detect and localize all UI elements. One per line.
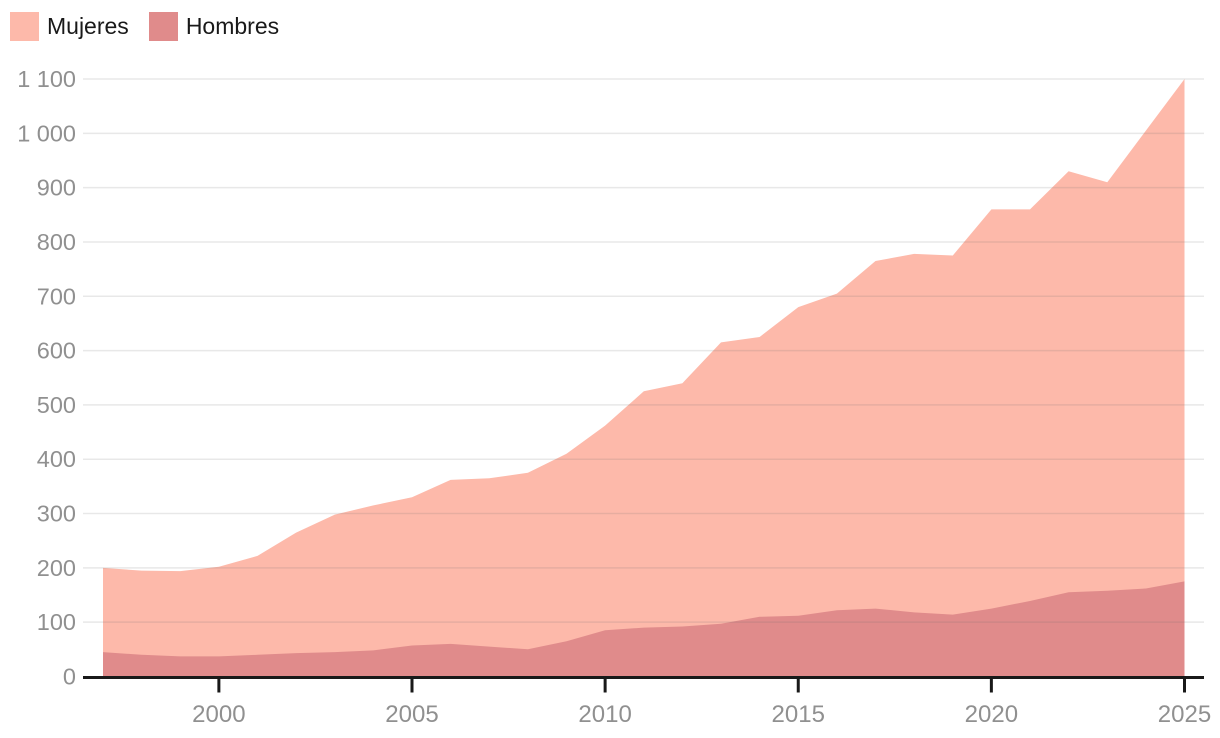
y-axis-label: 400 xyxy=(37,446,76,472)
legend-label-mujeres: Mujeres xyxy=(47,13,129,39)
legend-swatch-mujeres xyxy=(10,12,39,41)
x-axis-label: 2020 xyxy=(965,701,1018,728)
x-axis-label: 2025 xyxy=(1158,701,1211,728)
legend-item-mujeres: Mujeres xyxy=(10,12,129,41)
y-axis-label: 500 xyxy=(37,392,76,418)
y-axis-label: 0 xyxy=(63,664,76,690)
legend-item-hombres: Hombres xyxy=(148,12,280,41)
y-axis-label: 1 100 xyxy=(17,66,76,92)
y-axis-label: 800 xyxy=(37,229,76,255)
y-axis-label: 100 xyxy=(37,609,76,635)
area-hombres xyxy=(103,581,1185,677)
y-axis-label: 1 000 xyxy=(17,120,76,146)
y-axis-label: 200 xyxy=(37,555,76,581)
y-axis-label: 700 xyxy=(37,283,76,309)
chart-legend: Mujeres Hombres xyxy=(10,12,279,41)
x-axis-label: 2010 xyxy=(578,701,631,728)
y-axis-label: 600 xyxy=(37,338,76,364)
x-axis-label: 2015 xyxy=(772,701,825,728)
legend-label-hombres: Hombres xyxy=(185,13,280,39)
area-mujeres xyxy=(103,79,1185,677)
x-axis-label: 2000 xyxy=(192,701,245,728)
y-axis-label: 300 xyxy=(37,501,76,527)
x-axis-label: 2005 xyxy=(385,701,438,728)
y-axis-label: 900 xyxy=(37,175,76,201)
legend-swatch-hombres xyxy=(148,12,178,41)
